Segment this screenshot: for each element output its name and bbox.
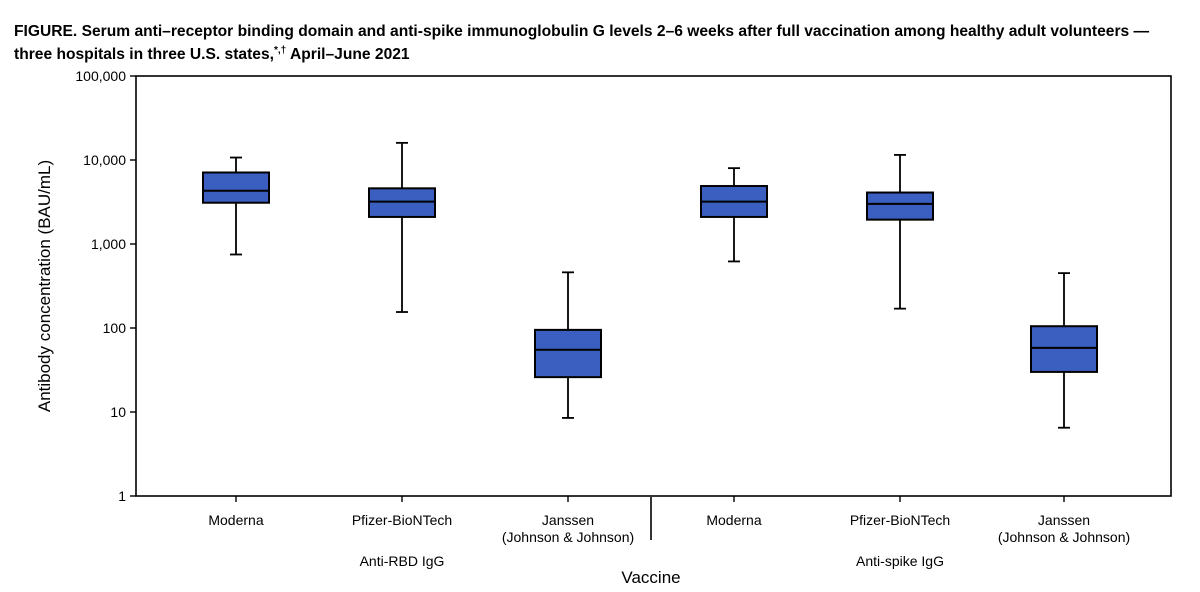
title-footnote-marks: *,†: [273, 45, 287, 56]
y-axis-title: Antibody concentration (BAU/mL): [35, 160, 54, 412]
y-tick-label: 100,000: [75, 68, 126, 84]
box-series: [202, 141, 1098, 429]
box-5: [866, 154, 934, 310]
iqr-box: [368, 187, 436, 218]
x-axis-title: Vaccine: [621, 568, 680, 587]
iqr-box: [534, 328, 602, 379]
iqr-box: [202, 171, 270, 204]
box-2: [368, 141, 436, 313]
y-tick-label: 10: [110, 404, 126, 420]
x-tick-label: Moderna: [706, 512, 761, 528]
box-3: [534, 271, 602, 419]
chart-title: FIGURE. Serum anti–receptor binding doma…: [14, 23, 1150, 64]
y-axis: 1 10 100 1,000 10,000 100,000: [75, 68, 136, 504]
y-tick-label: 1: [118, 488, 126, 504]
x-tick-label: Pfizer-BioNTech: [352, 512, 452, 528]
y-tick-label: 1,000: [91, 236, 126, 252]
box-4: [700, 167, 768, 263]
plot-frame: [135, 75, 1172, 497]
x-tick-label: Moderna: [208, 512, 263, 528]
y-tick-label: 100: [103, 320, 127, 336]
box-6: [1030, 272, 1098, 429]
group-label: Anti-spike IgG: [856, 553, 944, 569]
x-tick-label: Janssen (Johnson & Johnson): [998, 512, 1130, 545]
chart-title-suffix: April–June 2021: [286, 46, 410, 64]
box-1: [202, 156, 270, 256]
group-label: Anti-RBD IgG: [360, 553, 445, 569]
x-tick-label: Pfizer-BioNTech: [850, 512, 950, 528]
iqr-box: [1030, 325, 1098, 373]
x-axis: Moderna Pfizer-BioNTech Janssen (Johnson & …: [208, 496, 1130, 569]
iqr-box: [866, 191, 934, 221]
y-tick-label: 10,000: [83, 152, 126, 168]
x-tick-label: Janssen (Johnson & Johnson): [502, 512, 634, 545]
